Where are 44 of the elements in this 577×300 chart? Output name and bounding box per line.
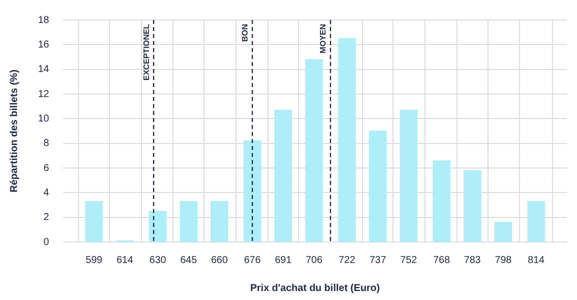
bar — [527, 200, 545, 242]
bar — [148, 210, 167, 242]
bar — [464, 170, 482, 242]
bar — [305, 59, 323, 242]
bar — [180, 200, 198, 242]
bar — [274, 110, 292, 242]
bar — [210, 200, 228, 242]
bar — [494, 222, 512, 242]
ref-line-label: MOYEN — [318, 24, 328, 54]
y-tick-label: 2 — [44, 212, 50, 224]
y-tick-label: 18 — [38, 14, 50, 26]
x-tick-label: 676 — [244, 254, 262, 266]
x-tick-label: 614 — [116, 254, 134, 266]
x-tick-label: 798 — [494, 254, 512, 266]
ref-line-label: BON — [240, 24, 250, 42]
bar — [368, 130, 387, 242]
x-tick-label: 752 — [400, 254, 418, 266]
y-tick-label: 10 — [38, 113, 50, 124]
bar — [244, 140, 262, 242]
x-tick-label: 660 — [211, 254, 228, 266]
y-tick-label: 14 — [38, 64, 50, 76]
x-tick-label: 783 — [464, 254, 482, 266]
x-tick-label: 630 — [149, 254, 167, 266]
y-axis-title: Répartition des billets (%) — [8, 70, 20, 192]
y-tick-label: 0 — [44, 236, 50, 248]
x-axis-title: Prix d'achat du billet (Euro) — [250, 282, 380, 294]
x-tick-label: 706 — [306, 254, 323, 266]
y-tick-label: 8 — [44, 138, 50, 150]
ref-line-label: EXCEPTIONEL — [142, 24, 151, 80]
y-tick-label: 16 — [38, 39, 50, 50]
bar — [400, 110, 418, 242]
x-tick-label: 645 — [180, 254, 198, 266]
y-tick-label: 12 — [38, 88, 50, 100]
x-tick-label: 814 — [528, 254, 545, 266]
bar — [432, 160, 450, 242]
y-tick-label: 6 — [44, 162, 50, 174]
x-tick-label: 768 — [433, 254, 450, 266]
x-tick-label: 599 — [86, 254, 103, 266]
bar — [338, 38, 356, 242]
x-tick-label: 722 — [338, 254, 356, 266]
y-tick-label: 4 — [44, 187, 50, 198]
bar — [85, 200, 103, 242]
x-tick-label: 737 — [369, 254, 387, 266]
x-tick-label: 691 — [274, 254, 292, 266]
